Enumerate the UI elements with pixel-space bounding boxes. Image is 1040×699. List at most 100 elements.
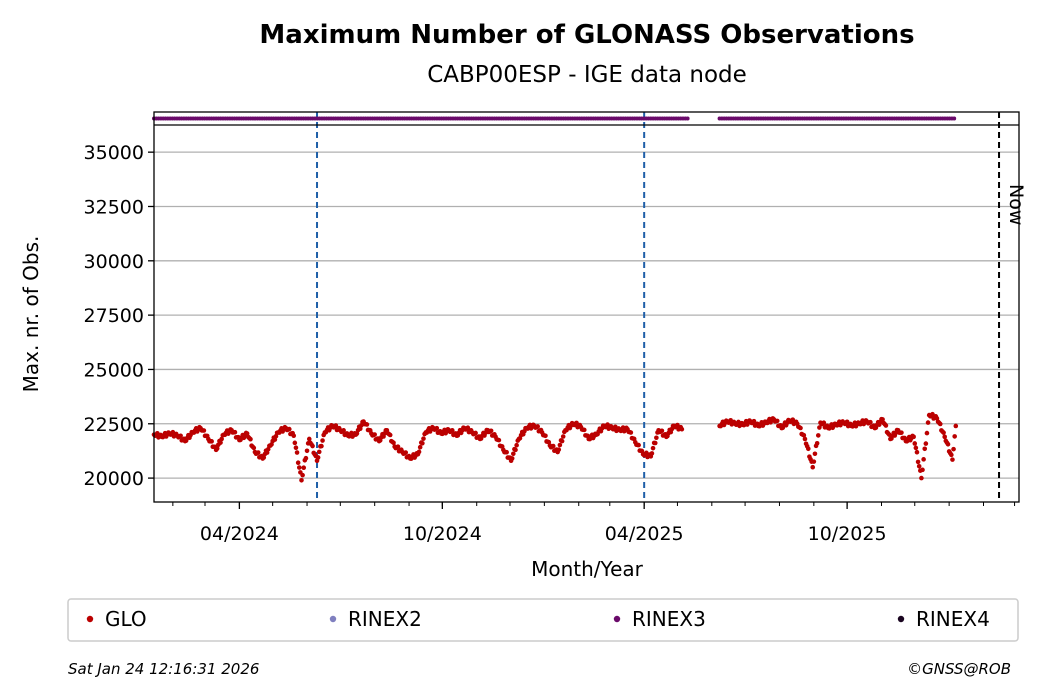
chart-title: Maximum Number of GLONASS Observations: [259, 20, 914, 50]
glo-point: [949, 452, 954, 458]
legend: GLO RINEX2 RINEX3 RINEX4: [67, 598, 1019, 642]
glo-point: [293, 445, 299, 450]
glo-point: [679, 426, 685, 432]
format-strip: [152, 116, 957, 121]
glo-point: [914, 449, 920, 455]
legend-label-rinex3: RINEX3: [632, 607, 706, 631]
glo-point: [300, 472, 305, 478]
glo-point: [372, 432, 377, 437]
glo-point: [299, 477, 304, 483]
glo-point: [232, 429, 238, 435]
format-strip-dot: [685, 116, 690, 121]
glo-point: [201, 428, 207, 433]
glo-point: [814, 441, 820, 446]
x-axis-ticks: 04/2024 10/2024 04/2025 10/2025: [172, 502, 1016, 545]
y-axis-ticks: 20000 22500 25000 27500 30000 32500 35000: [84, 142, 154, 490]
glo-point: [883, 423, 889, 428]
glo-point: [514, 442, 519, 448]
y-tick-label: 32500: [84, 196, 144, 218]
y-tick-label: 20000: [84, 468, 144, 490]
glo-point: [880, 417, 885, 422]
glo-point: [178, 433, 183, 439]
glo-point: [812, 451, 818, 457]
glo-point: [543, 433, 548, 439]
glo-point: [319, 443, 324, 449]
glo-point: [320, 438, 325, 443]
x-tick-label: 04/2025: [605, 523, 684, 545]
glo-point: [504, 449, 509, 455]
x-tick-label: 04/2024: [200, 523, 279, 545]
glo-point: [296, 465, 302, 470]
legend-marker-rinex2: [329, 615, 337, 623]
glo-point: [248, 436, 253, 442]
legend-box: [67, 598, 1019, 642]
glo-point: [450, 428, 455, 433]
glo-point: [341, 428, 346, 433]
glo-point: [654, 435, 659, 441]
glo-point: [920, 467, 925, 473]
glo-point: [364, 422, 370, 427]
glo-point: [925, 420, 931, 425]
grid-lines: [154, 151, 1019, 479]
glo-point: [286, 426, 292, 432]
glo-point: [556, 447, 562, 452]
glo-point: [550, 443, 556, 449]
plot-area: Now 20000225002500027500300003250035000 …: [84, 111, 1027, 545]
y-tick-label: 27500: [84, 305, 144, 327]
legend-marker-rinex4: [897, 615, 905, 623]
glo-point: [636, 442, 641, 448]
format-strip-dot: [952, 116, 957, 121]
glo-point: [916, 464, 922, 469]
glo-point: [294, 450, 300, 455]
glo-point: [899, 430, 904, 435]
glo-point: [659, 428, 665, 434]
glo-point: [403, 450, 409, 455]
glo-point: [915, 459, 921, 465]
x-tick-label: 10/2025: [808, 523, 887, 545]
glo-point: [942, 434, 947, 440]
glo-point: [513, 447, 518, 453]
glo-point: [922, 446, 928, 452]
glo-point: [811, 459, 817, 464]
legend-label-rinex4: RINEX4: [916, 607, 990, 631]
glo-point: [391, 440, 396, 446]
glo-point: [395, 444, 401, 449]
glo-point: [291, 433, 297, 439]
y-tick-label: 35000: [84, 142, 144, 164]
legend-marker-rinex3: [613, 615, 621, 623]
glo-point: [581, 427, 587, 433]
glo-point: [557, 442, 563, 448]
glo-point: [496, 437, 502, 443]
glo-point: [301, 465, 307, 471]
glo-point: [488, 428, 494, 434]
y-axis-label: Max. nr. of Obs.: [19, 236, 43, 393]
glo-point: [675, 422, 680, 428]
glo-point: [434, 425, 440, 431]
vertical-markers: Now: [316, 112, 1027, 502]
glo-point: [303, 455, 309, 461]
glo-point: [535, 424, 541, 429]
glo-point: [815, 433, 821, 438]
glo-point: [333, 423, 339, 428]
glo-point: [511, 451, 516, 457]
glo-point: [219, 436, 224, 442]
plot-frame: [153, 111, 1020, 503]
glo-point: [465, 425, 471, 431]
glo-point: [951, 446, 956, 452]
glo-point: [417, 444, 423, 450]
glo-point: [919, 475, 924, 481]
glo-point: [805, 446, 811, 452]
glo-point: [509, 456, 515, 461]
glo-point: [941, 430, 946, 435]
y-tick-label: 22500: [84, 414, 144, 436]
glo-point: [937, 421, 943, 427]
legend-label-glo: GLO: [105, 607, 147, 631]
glo-point: [790, 417, 796, 422]
glo-point: [868, 419, 873, 425]
glo-point: [628, 430, 634, 435]
glo-point: [924, 430, 930, 436]
glo-point: [214, 446, 220, 451]
glo-point: [420, 441, 425, 446]
glo-point: [316, 449, 322, 455]
